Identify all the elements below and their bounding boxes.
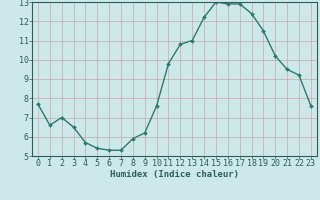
X-axis label: Humidex (Indice chaleur): Humidex (Indice chaleur) [110,170,239,179]
